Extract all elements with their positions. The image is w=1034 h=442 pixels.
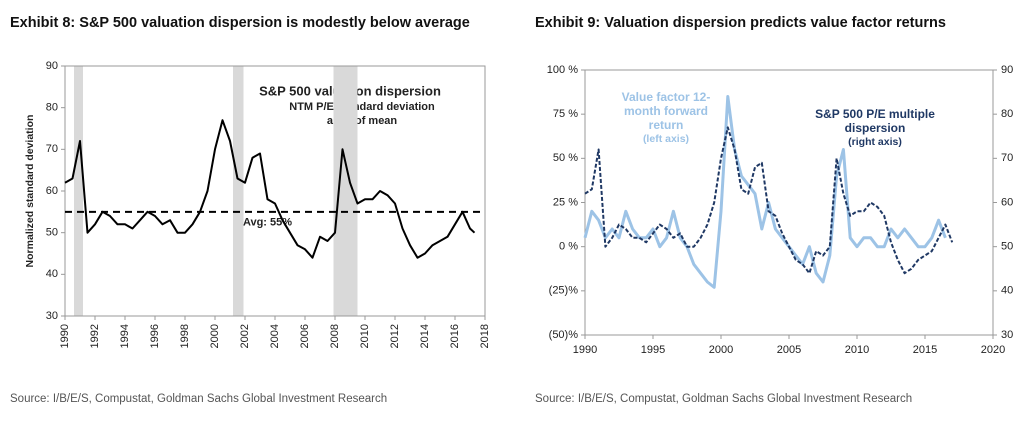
y2-tick-label: 60	[1001, 196, 1013, 208]
x-tick-label: 1994	[119, 324, 131, 348]
y-tick-label: (50)%	[549, 329, 579, 341]
y-tick-label: 60	[46, 185, 58, 197]
x-tick-label: 2016	[449, 324, 461, 348]
series-name: Value factor 12-month forward return	[621, 90, 711, 132]
x-tick-label: 1995	[641, 344, 665, 356]
y-tick-label: 90	[46, 60, 58, 72]
y-tick-label: 80	[46, 102, 58, 114]
x-tick-label: 2018	[479, 324, 491, 348]
x-tick-label: 1996	[149, 324, 161, 348]
reference-label: Avg: 55%	[243, 217, 292, 229]
y2-tick-label: 70	[1001, 152, 1013, 164]
y-tick-label: 100 %	[547, 64, 578, 76]
y-tick-label: 50 %	[553, 152, 578, 164]
x-tick-label: 2004	[269, 324, 281, 348]
y-axis-label: Normalized standard deviation	[24, 115, 36, 268]
x-tick-label: 2005	[777, 344, 801, 356]
series-name: S&P 500 P/E multiple dispersion	[815, 107, 935, 135]
shaded-period	[233, 66, 244, 316]
y-tick-label: 70	[46, 143, 58, 155]
y-tick-label: 0 %	[559, 241, 578, 253]
y2-tick-label: 50	[1001, 241, 1013, 253]
chart-title: Exhibit 8: S&P 500 valuation dispersion …	[10, 15, 470, 31]
axis-note: (right axis)	[848, 136, 902, 148]
x-tick-label: 2000	[709, 344, 733, 356]
source: Source: I/B/E/S, Compustat, Goldman Sach…	[10, 393, 387, 405]
series-label: S&P 500 P/E multiple dispersion (right a…	[805, 107, 945, 149]
y2-tick-label: 40	[1001, 285, 1013, 297]
x-tick-label: 1992	[89, 324, 101, 348]
y2-tick-label: 80	[1001, 108, 1013, 120]
data-line	[584, 126, 954, 275]
series-label: Value factor 12-month forward return (le…	[612, 90, 720, 146]
y-tick-label: 25 %	[553, 196, 578, 208]
x-tick-label: 2008	[329, 324, 341, 348]
source: Source: I/B/E/S, Compustat, Goldman Sach…	[535, 393, 912, 405]
x-tick-label: 2014	[419, 324, 431, 348]
x-tick-label: 1998	[179, 324, 191, 348]
x-tick-label: 2012	[389, 324, 401, 348]
y-tick-label: 30	[46, 310, 58, 322]
x-tick-label: 2015	[913, 344, 937, 356]
annotation: NTM P/E standard deviation	[289, 101, 435, 113]
axis-note: (left axis)	[642, 133, 690, 145]
shaded-period	[74, 66, 83, 316]
data-line	[583, 95, 947, 289]
y-tick-label: 50	[46, 227, 58, 239]
x-tick-label: 2000	[209, 324, 221, 348]
y2-tick-label: 90	[1001, 64, 1013, 76]
y-tick-label: (25)%	[549, 285, 579, 297]
x-tick-label: 1990	[573, 344, 597, 356]
x-tick-label: 2020	[981, 344, 1005, 356]
x-tick-label: 2010	[845, 344, 869, 356]
x-tick-label: 2006	[299, 324, 311, 348]
y-tick-label: 40	[46, 268, 58, 280]
chart-title: Exhibit 9: Valuation dispersion predicts…	[535, 15, 946, 31]
x-tick-label: 2010	[359, 324, 371, 348]
data-line	[64, 119, 476, 259]
x-tick-label: 2002	[239, 324, 251, 348]
x-tick-label: 1990	[59, 324, 71, 348]
y2-tick-label: 30	[1001, 329, 1013, 341]
y-tick-label: 75 %	[553, 108, 578, 120]
